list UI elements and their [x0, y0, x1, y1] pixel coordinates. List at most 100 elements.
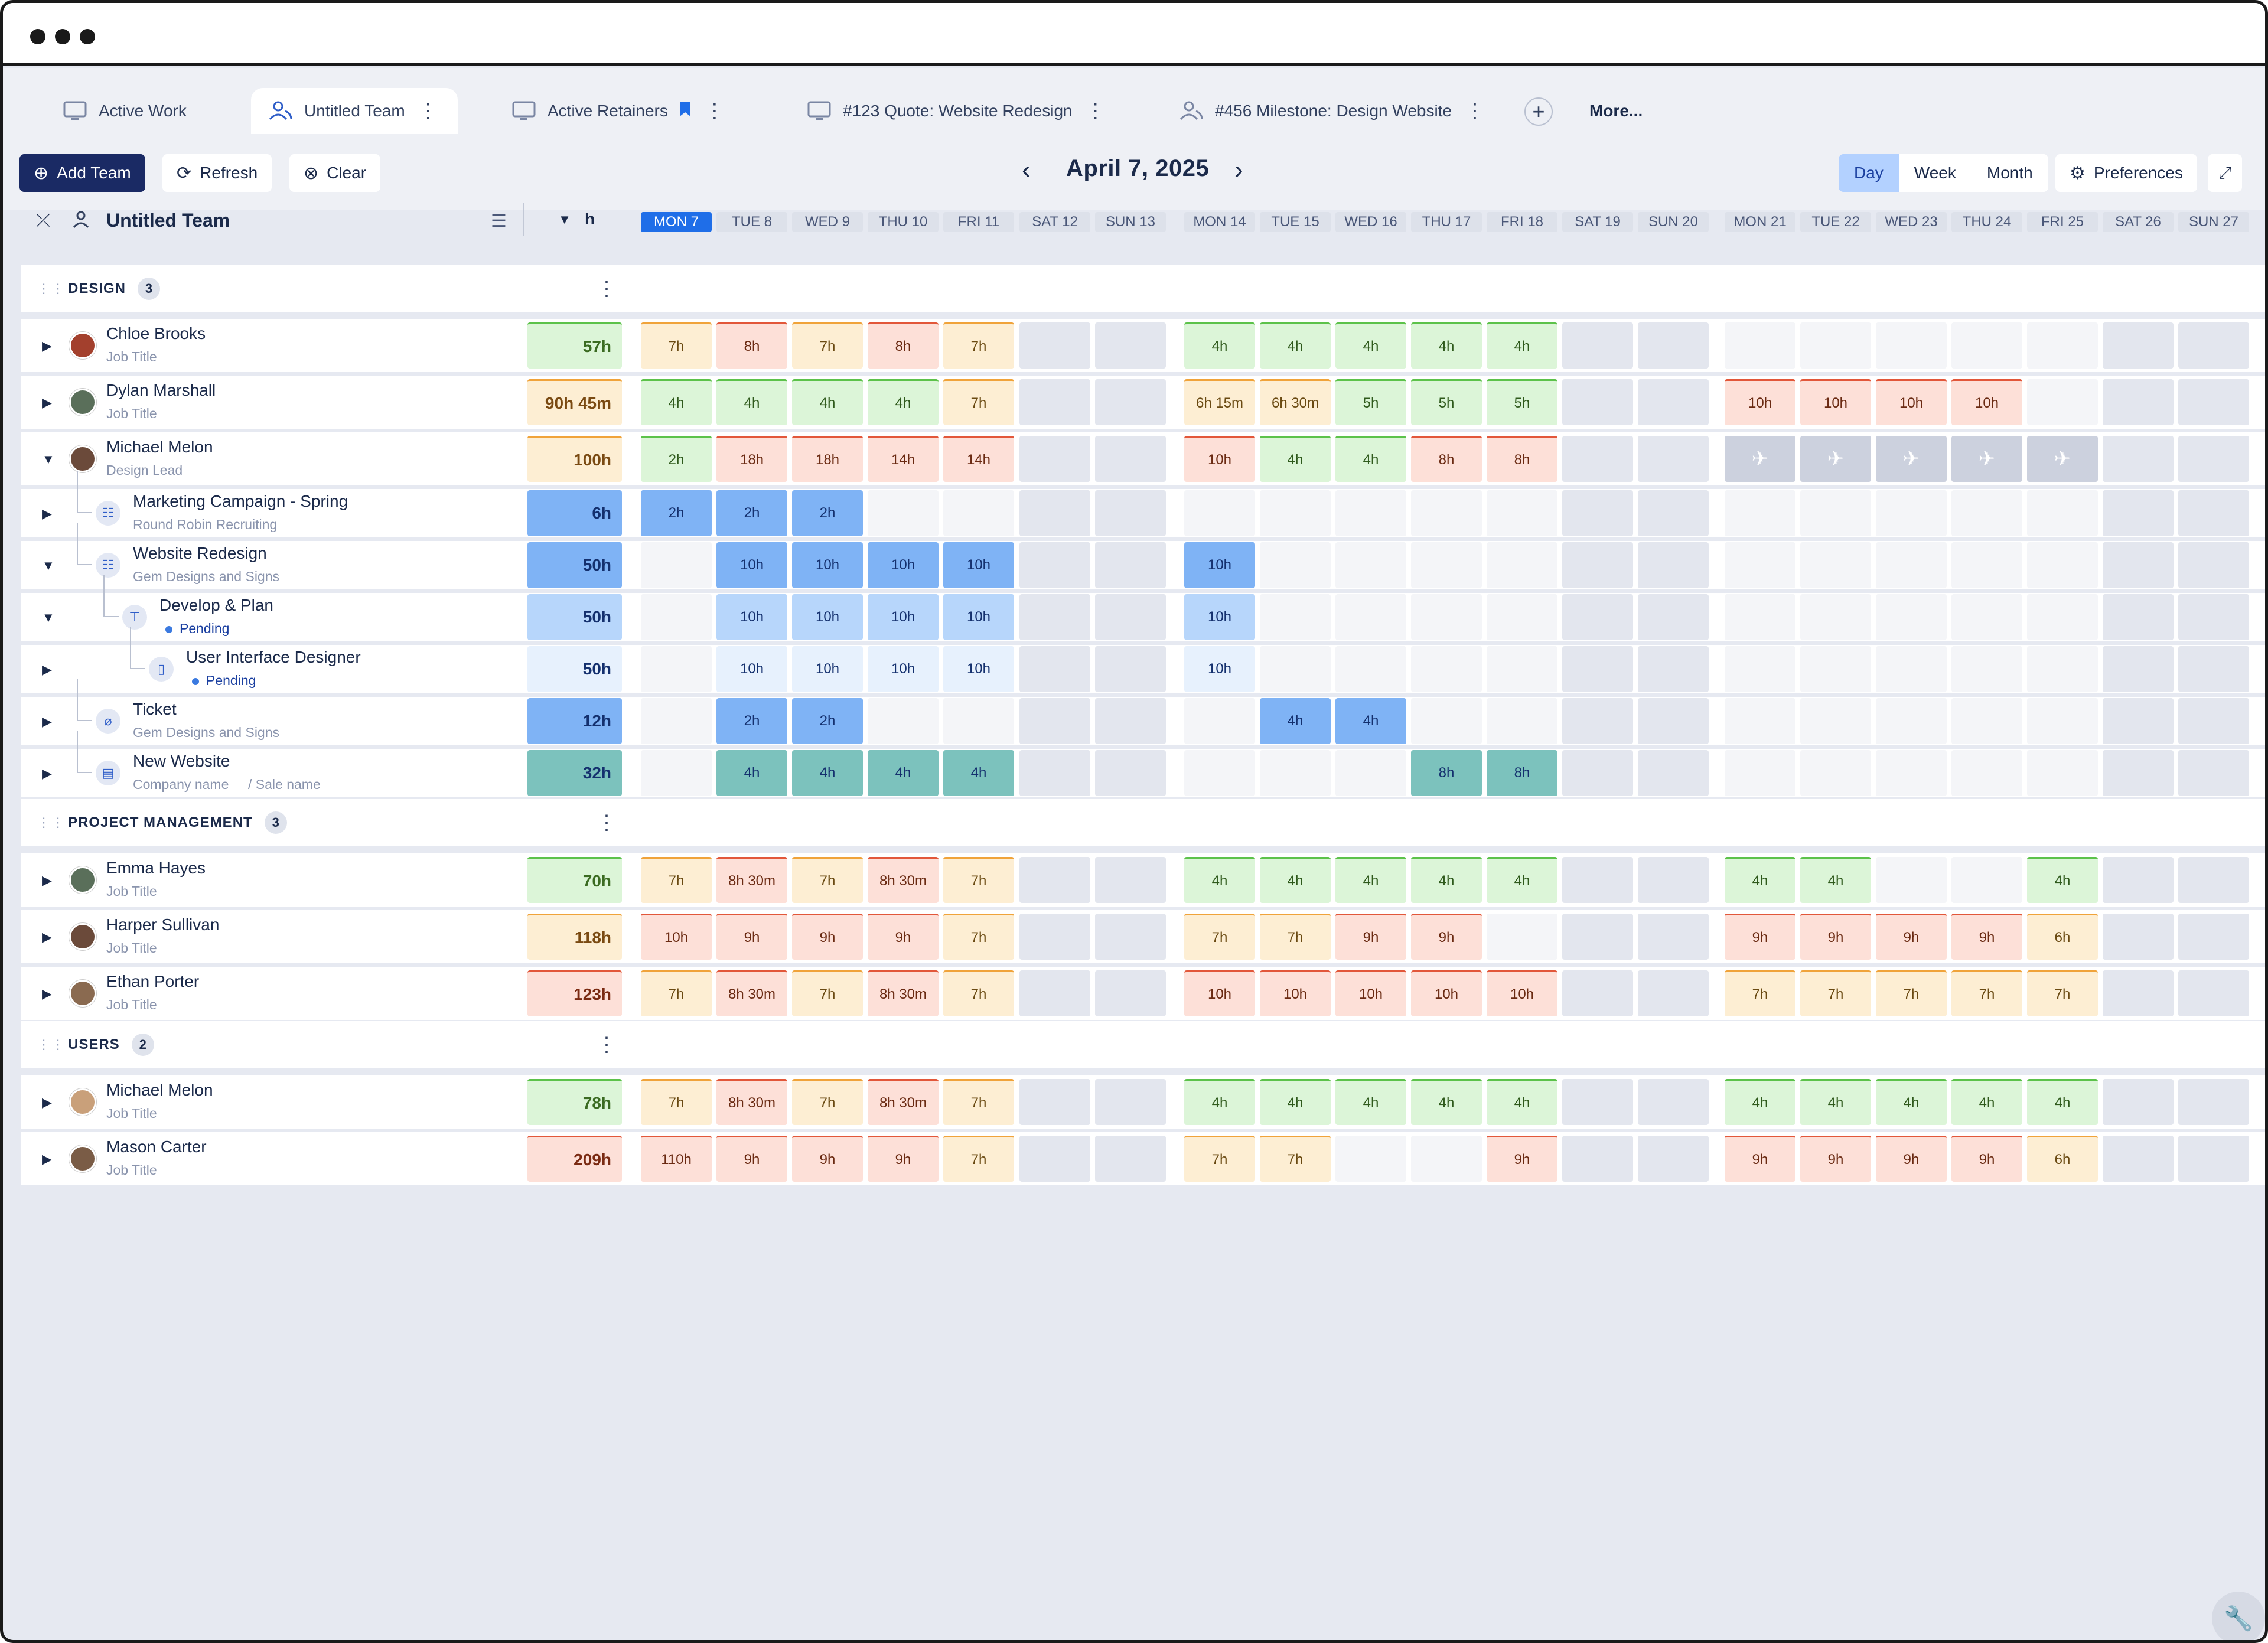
preferences-button[interactable]: ⚙ Preferences — [2055, 154, 2197, 192]
day-cell[interactable] — [1876, 490, 1947, 536]
tab-active-retainers[interactable]: Active Retainers ⋮ — [511, 88, 747, 134]
day-cell[interactable]: 4h — [1335, 436, 1406, 482]
day-cell[interactable]: 9h — [1951, 1136, 2022, 1182]
day-cell[interactable] — [1487, 542, 1557, 588]
day-cell[interactable] — [2178, 914, 2249, 960]
expand-row-icon[interactable]: ▶ — [42, 338, 52, 353]
day-cell[interactable] — [2103, 322, 2174, 369]
day-header[interactable]: MON 14 — [1184, 212, 1255, 232]
day-cell[interactable] — [1019, 1079, 1090, 1125]
row-total[interactable]: 12h — [527, 698, 622, 744]
collapse-row-icon[interactable]: ▼ — [42, 452, 55, 467]
day-cell[interactable] — [2103, 436, 2174, 482]
day-cell[interactable]: 9h — [716, 914, 787, 960]
day-cell[interactable] — [2103, 698, 2174, 744]
day-cell[interactable]: 4h — [1335, 857, 1406, 903]
day-cell[interactable] — [1019, 914, 1090, 960]
day-cell[interactable]: 4h — [1800, 857, 1871, 903]
day-cell[interactable]: 8h — [1411, 436, 1482, 482]
day-cell[interactable]: 9h — [1951, 914, 2022, 960]
day-header[interactable]: TUE 8 — [716, 212, 787, 232]
day-cell[interactable] — [1335, 490, 1406, 536]
day-cell[interactable] — [1019, 698, 1090, 744]
day-cell[interactable]: 7h — [943, 970, 1014, 1016]
day-cell[interactable] — [1095, 857, 1166, 903]
day-cell[interactable]: 10h — [1876, 379, 1947, 425]
drag-handle-icon[interactable]: ⋮⋮ — [37, 281, 66, 296]
next-date-icon[interactable]: › — [1234, 155, 1243, 184]
section-menu-icon[interactable]: ⋮ — [597, 278, 617, 300]
day-cell[interactable] — [1800, 594, 1871, 640]
day-cell[interactable]: 10h — [868, 542, 939, 588]
expand-row-icon[interactable]: ▶ — [42, 714, 52, 729]
day-header[interactable]: THU 17 — [1411, 212, 1482, 232]
day-cell[interactable]: 8h 30m — [716, 1079, 787, 1125]
day-cell[interactable] — [1562, 436, 1633, 482]
day-cell[interactable]: 10h — [1487, 970, 1557, 1016]
day-cell[interactable] — [1876, 542, 1947, 588]
day-cell[interactable] — [1562, 857, 1633, 903]
day-cell[interactable]: 8h 30m — [868, 857, 939, 903]
day-cell[interactable] — [2103, 750, 2174, 796]
row-total[interactable]: 90h 45m — [527, 379, 622, 425]
day-cell[interactable] — [2027, 322, 2098, 369]
day-cell[interactable] — [2178, 750, 2249, 796]
day-cell[interactable]: 9h — [1725, 914, 1795, 960]
day-cell[interactable] — [2027, 646, 2098, 692]
day-cell[interactable]: 10h — [792, 542, 863, 588]
row-name[interactable]: Website Redesign — [133, 544, 267, 562]
row-name[interactable]: Michael Melon — [106, 438, 213, 456]
day-cell[interactable]: 7h — [943, 379, 1014, 425]
day-cell[interactable]: 7h — [1184, 1136, 1255, 1182]
day-cell[interactable]: 7h — [943, 857, 1014, 903]
day-cell[interactable] — [1411, 542, 1482, 588]
day-cell[interactable]: 4h — [1487, 322, 1557, 369]
day-cell[interactable]: 7h — [1260, 914, 1331, 960]
day-cell[interactable]: 14h — [943, 436, 1014, 482]
day-cell[interactable] — [1638, 490, 1709, 536]
add-tab-button[interactable]: + — [1524, 97, 1553, 126]
day-cell[interactable]: 10h — [1725, 379, 1795, 425]
day-cell[interactable] — [2103, 914, 2174, 960]
day-cell[interactable] — [1951, 857, 2022, 903]
expand-row-icon[interactable]: ▶ — [42, 506, 52, 521]
drag-handle-icon[interactable]: ⋮⋮ — [37, 1037, 66, 1052]
day-cell[interactable] — [1095, 490, 1166, 536]
tab-quote-website-redesign[interactable]: #123 Quote: Website Redesign ⋮ — [806, 88, 1113, 134]
day-cell[interactable] — [2103, 646, 2174, 692]
row-total[interactable]: 50h — [527, 646, 622, 692]
day-cell[interactable] — [1951, 594, 2022, 640]
row-total[interactable]: 70h — [527, 857, 622, 903]
day-cell[interactable] — [1725, 594, 1795, 640]
day-cell[interactable] — [1951, 322, 2022, 369]
day-cell[interactable]: 8h 30m — [868, 1079, 939, 1125]
drag-handle-icon[interactable]: ⋮⋮ — [37, 815, 66, 830]
day-cell[interactable] — [1562, 698, 1633, 744]
day-cell[interactable] — [1638, 1079, 1709, 1125]
day-cell[interactable] — [2103, 1136, 2174, 1182]
day-cell[interactable] — [1800, 750, 1871, 796]
day-cell[interactable] — [2027, 750, 2098, 796]
day-cell[interactable]: 4h — [1260, 857, 1331, 903]
day-cell[interactable]: 18h — [716, 436, 787, 482]
day-cell[interactable] — [1951, 490, 2022, 536]
day-cell[interactable] — [1951, 698, 2022, 744]
day-cell[interactable] — [2103, 857, 2174, 903]
unit-dropdown-icon[interactable]: ▼ — [558, 212, 571, 227]
expand-row-icon[interactable]: ▶ — [42, 1152, 52, 1166]
row-name[interactable]: Marketing Campaign - Spring — [133, 492, 348, 510]
day-cell[interactable]: 4h — [1876, 1079, 1947, 1125]
day-cell[interactable]: 9h — [1335, 914, 1406, 960]
day-cell[interactable] — [2103, 490, 2174, 536]
day-cell[interactable]: 10h — [1260, 970, 1331, 1016]
day-cell[interactable]: 7h — [641, 857, 712, 903]
day-cell[interactable] — [1562, 490, 1633, 536]
day-cell[interactable] — [1562, 542, 1633, 588]
day-cell[interactable]: 9h — [792, 1136, 863, 1182]
row-name[interactable]: Ticket — [133, 700, 177, 718]
day-cell[interactable]: 2h — [641, 436, 712, 482]
day-cell[interactable]: 10h — [1335, 970, 1406, 1016]
day-cell[interactable] — [1019, 857, 1090, 903]
day-cell[interactable] — [1095, 542, 1166, 588]
day-cell[interactable]: 9h — [716, 1136, 787, 1182]
